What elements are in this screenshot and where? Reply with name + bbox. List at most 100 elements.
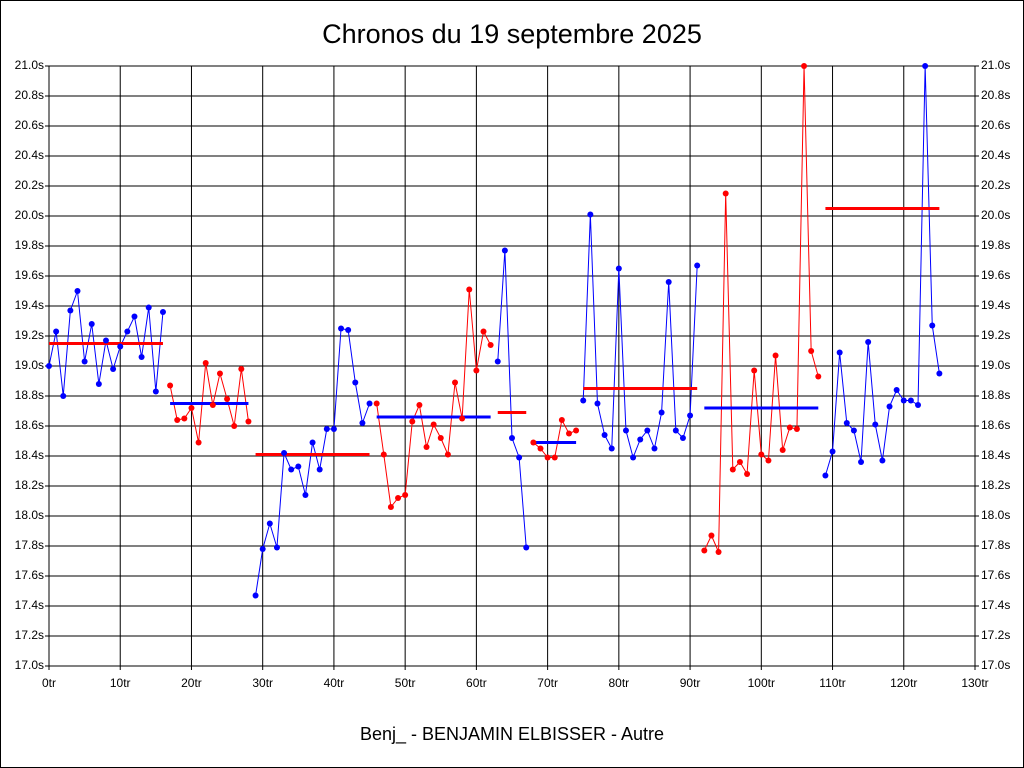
data-point (708, 532, 715, 539)
x-tick-label: 50tr (395, 676, 416, 690)
y-tick-label: 17.0s (15, 658, 44, 672)
y-tick-label: 19.2s (15, 328, 44, 342)
data-point (665, 279, 672, 285)
data-point (60, 393, 67, 399)
data-point (872, 421, 879, 428)
data-point (836, 349, 843, 356)
y-tick-label: 18.8s (15, 388, 44, 402)
data-point (779, 447, 786, 453)
data-point (530, 439, 537, 446)
data-point (345, 327, 352, 333)
data-point (494, 358, 501, 365)
data-point (744, 471, 751, 477)
data-point (138, 354, 145, 360)
y2-tick-label: 17.8s (981, 538, 1010, 552)
data-point (273, 544, 280, 551)
data-point (352, 379, 359, 386)
data-point (174, 417, 181, 423)
x-tick-label: 110tr (819, 676, 845, 690)
data-point (181, 415, 188, 422)
data-point (765, 457, 772, 464)
data-point (651, 445, 658, 452)
data-point (922, 63, 929, 69)
data-point (565, 430, 572, 437)
data-point (751, 367, 758, 374)
data-point (466, 286, 473, 293)
data-point (487, 342, 494, 348)
data-point (74, 288, 81, 294)
data-point (580, 397, 587, 404)
x-tick-label: 80tr (609, 676, 630, 690)
y2-tick-label: 17.6s (981, 568, 1010, 582)
data-point (722, 190, 729, 197)
data-point (501, 247, 508, 254)
data-point (216, 370, 223, 377)
data-point (373, 400, 380, 407)
data-point (551, 454, 558, 461)
x-tick-label: 100tr (748, 676, 775, 690)
y2-tick-label: 20.2s (981, 178, 1010, 192)
data-point (46, 363, 52, 369)
y-tick-label: 20.2s (15, 178, 44, 192)
data-point (245, 418, 252, 425)
data-point (608, 445, 615, 452)
data-point (786, 424, 793, 431)
data-point (238, 366, 245, 372)
y-tick-label: 17.8s (15, 538, 44, 552)
data-point (630, 454, 637, 461)
data-point (444, 451, 451, 458)
data-point (338, 325, 345, 332)
y-tick-label: 21.0s (15, 58, 44, 72)
data-point (858, 459, 865, 465)
data-point (409, 418, 416, 425)
data-point (302, 492, 309, 498)
data-point (480, 328, 487, 335)
data-point (736, 459, 743, 465)
data-point (886, 403, 893, 410)
x-tick-label: 10tr (110, 676, 131, 690)
y2-tick-label: 18.0s (981, 508, 1010, 522)
x-tick-label: 120tr (890, 676, 917, 690)
y-tick-label: 17.4s (15, 598, 44, 612)
data-point (879, 457, 886, 464)
data-point (601, 432, 608, 438)
data-point (537, 445, 544, 452)
data-point (729, 466, 736, 473)
y-tick-label: 19.6s (15, 268, 44, 282)
data-point (159, 309, 166, 315)
data-point (395, 495, 402, 501)
y2-tick-label: 17.2s (981, 628, 1010, 642)
data-point (53, 328, 60, 335)
x-tick-label: 130tr (961, 676, 988, 690)
data-point (387, 504, 394, 510)
data-point (594, 400, 601, 407)
data-point (843, 420, 850, 426)
data-point (558, 417, 565, 423)
data-point (224, 396, 231, 402)
data-point (359, 420, 366, 426)
data-point (430, 421, 437, 428)
data-point (117, 343, 124, 350)
data-point (88, 321, 95, 327)
data-point (715, 549, 722, 555)
data-point (95, 381, 102, 387)
x-tick-label: 40tr (324, 676, 345, 690)
y2-tick-label: 18.6s (981, 418, 1010, 432)
data-point (459, 415, 466, 422)
data-point (758, 451, 765, 458)
y2-tick-label: 18.4s (981, 448, 1010, 462)
data-point (309, 439, 316, 446)
data-point (573, 427, 580, 434)
data-point (402, 492, 409, 498)
data-point (281, 450, 288, 456)
y-tick-label: 19.8s (15, 238, 44, 252)
data-point (473, 367, 480, 374)
data-point (907, 397, 914, 404)
data-point (423, 444, 430, 450)
data-point (145, 304, 152, 311)
data-point (929, 322, 936, 329)
y2-tick-label: 19.6s (981, 268, 1010, 282)
data-point (701, 547, 708, 554)
y-tick-label: 20.4s (15, 148, 44, 162)
